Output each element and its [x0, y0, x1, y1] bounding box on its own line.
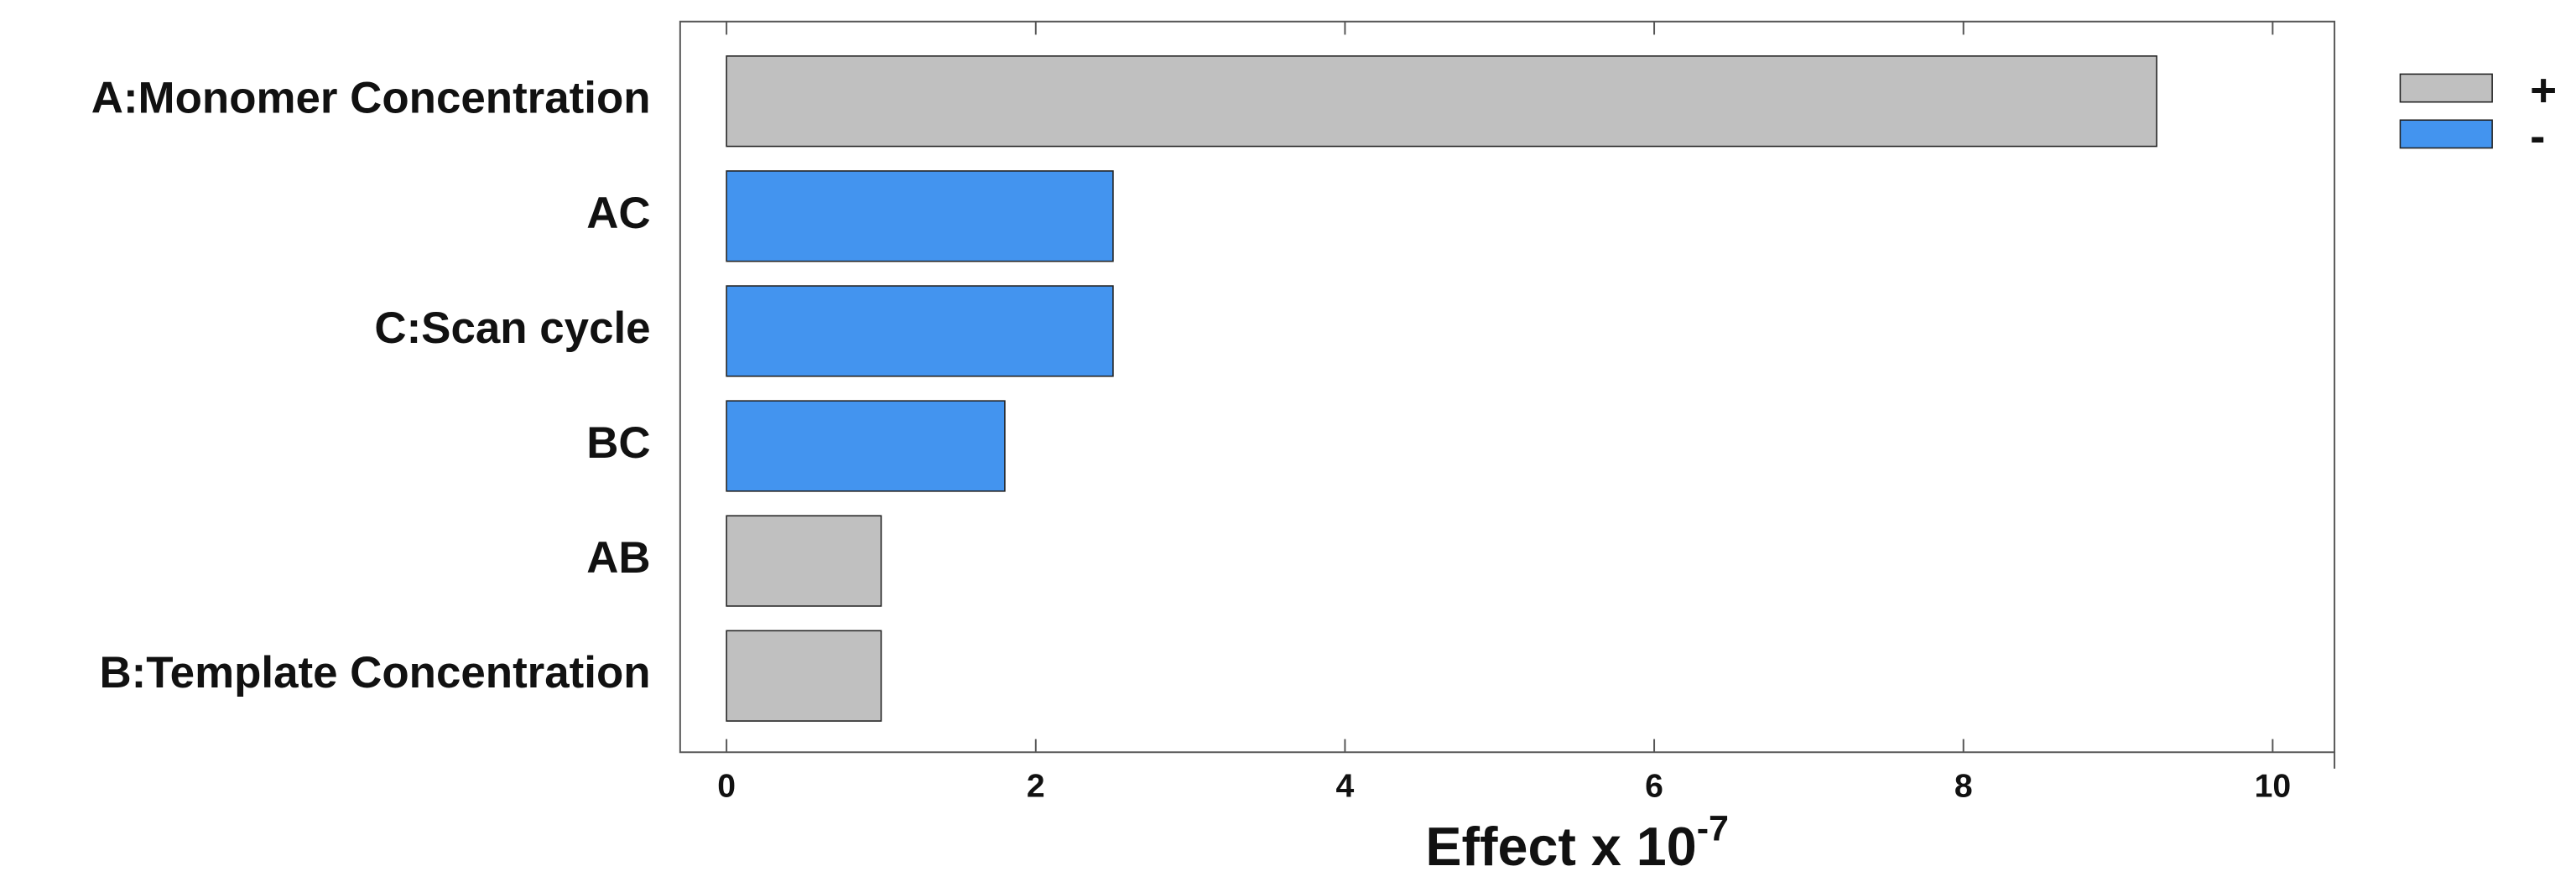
bar: [726, 285, 1114, 377]
x-tick-label: 6: [1645, 769, 1663, 805]
bar: [726, 630, 882, 722]
x-tick-label: 8: [1954, 769, 1973, 805]
legend-swatch: [2399, 119, 2493, 149]
x-label-exponent: -7: [1697, 809, 1729, 849]
x-tick-label: 0: [717, 769, 736, 805]
x-tick-label: 2: [1027, 769, 1045, 805]
plot-frame: [679, 20, 2336, 754]
x-tick-label: 10: [2255, 769, 2292, 805]
x-axis-title: Effect x 10-7: [1425, 809, 1729, 877]
y-tick-label: AC: [586, 189, 650, 238]
legend-label: -: [2530, 110, 2545, 162]
y-tick-label: BC: [586, 418, 650, 468]
y-tick-label: AB: [586, 533, 650, 583]
bar: [726, 400, 1006, 492]
y-tick-label: C:Scan cycle: [374, 303, 650, 353]
legend-label: +: [2530, 64, 2557, 116]
y-tick-label: A:Monomer Concentration: [91, 74, 651, 123]
x-label-text: Effect x 10: [1425, 816, 1696, 877]
bar: [726, 515, 882, 607]
bar: [726, 170, 1114, 262]
x-tick-label: 4: [1336, 769, 1355, 805]
bar: [726, 55, 2157, 148]
y-tick-label: B:Template Concentration: [100, 648, 651, 698]
legend-swatch: [2399, 73, 2493, 103]
